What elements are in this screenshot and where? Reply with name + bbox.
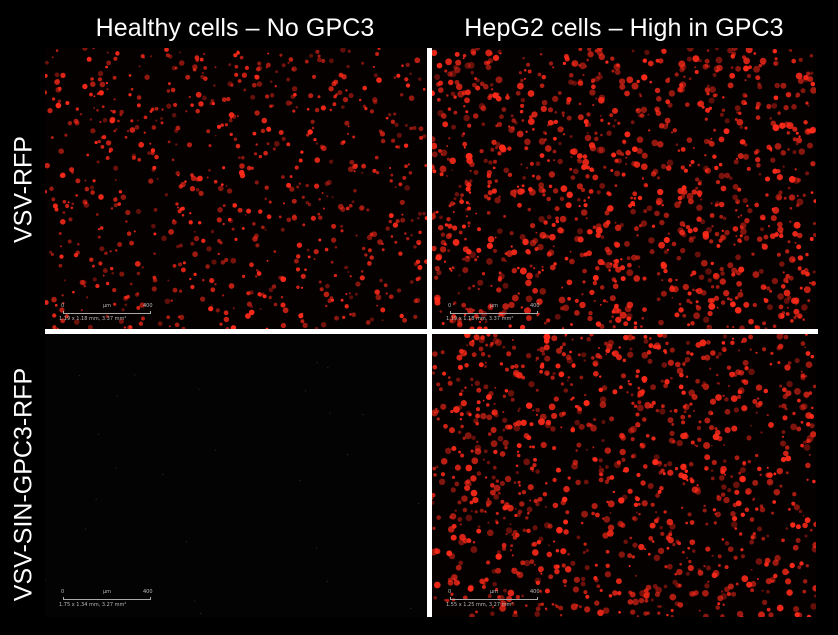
row-label-vsv-sin-gpc3-rfp: VSV-SIN-GPC3-RFP — [9, 367, 38, 602]
cell-field — [45, 362, 420, 614]
scale-info: 1.55 x 1.25 mm, 3.27 mm² — [446, 602, 514, 608]
horizontal-divider — [45, 329, 818, 334]
scale-info: 1.19 x 1.18 mm, 3.37 mm² — [59, 316, 127, 322]
cell-field — [432, 48, 816, 329]
scale-info: 1.19 x 1.18 mm, 3.37 mm² — [446, 316, 514, 322]
row-label-vsv-rfp: VSV-RFP — [9, 136, 38, 243]
column-title-healthy: Healthy cells – No GPC3 — [95, 14, 375, 42]
micrograph-hepg2-vsv-rfp: 0 µm 400 1.19 x 1.18 mm, 3.37 mm² — [432, 48, 816, 329]
scale-info: 1.75 x 1.34 mm, 3.27 mm² — [59, 602, 127, 608]
micrograph-healthy-vsv-sin-gpc3-rfp: 0 µm 400 1.75 x 1.34 mm, 3.27 mm² — [45, 334, 427, 617]
micrograph-healthy-vsv-rfp: 0 µm 400 1.19 x 1.18 mm, 3.37 mm² — [45, 48, 427, 329]
micrograph-hepg2-vsv-sin-gpc3-rfp: 0 µm 400 1.55 x 1.25 mm, 3.27 mm² — [432, 334, 816, 617]
cell-field — [432, 334, 816, 617]
cell-field — [45, 48, 427, 329]
column-title-hepg2: HepG2 cells – High in GPC3 — [464, 14, 784, 42]
